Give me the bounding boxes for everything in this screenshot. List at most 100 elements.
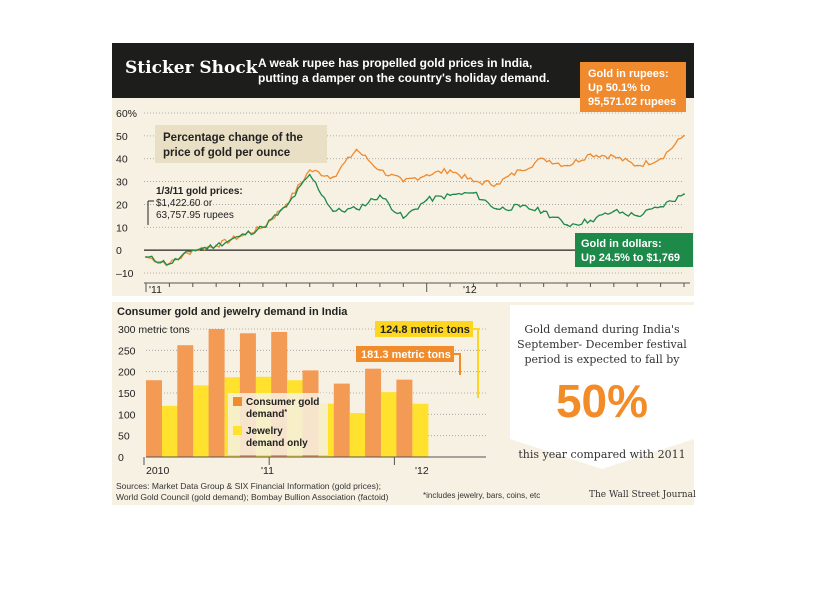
dollar-point	[215, 244, 218, 247]
rupee-point	[355, 148, 358, 151]
line-chart-x-axis: '11 '12	[144, 282, 690, 296]
factoid-line-1: Gold demand during India's	[524, 323, 680, 336]
legend-label-jewelry-2: demand only	[246, 438, 308, 449]
line-chart: 60% 50 40 30 20 10 0 –10 '11 '12 Percentage cha…	[116, 62, 693, 296]
callout-consumer-leader	[454, 353, 461, 375]
dollar-point	[566, 224, 568, 226]
y-tick-label: 10	[116, 222, 128, 234]
subtitle-line-2: putting a damper on the country's holida…	[258, 71, 550, 85]
legend-label-consumer-1: Consumer gold	[246, 397, 319, 408]
factoid-big-number: 50%	[556, 375, 648, 427]
bar-x-label-2010: 2010	[146, 465, 170, 477]
dollar-callout-line-1: Gold in dollars:	[581, 238, 662, 250]
dollar-point	[238, 235, 241, 238]
factoid-badge	[510, 305, 694, 469]
dollar-point	[495, 208, 498, 210]
rupee-point	[308, 169, 311, 172]
dollar-callout	[575, 233, 693, 267]
bar-x-label-2011: '11	[261, 465, 274, 477]
bar-jewelry	[349, 413, 366, 457]
rupee-point	[612, 155, 615, 158]
credit: The Wall Street Journal	[589, 490, 696, 500]
bar-chart: Consumer gold and jewelry demand in Indi…	[117, 306, 486, 477]
subtitle-line-1: A weak rupee has propelled gold prices i…	[258, 56, 533, 70]
rupee-point	[285, 203, 288, 206]
x-tick-label-2012: '12	[463, 284, 477, 296]
rupee-point	[566, 164, 568, 167]
legend-backdrop	[228, 393, 328, 455]
y-tick-label: 40	[116, 154, 128, 166]
bar-y-tick-label: 250	[118, 345, 136, 357]
rupee-point	[683, 134, 685, 137]
y-tick-label: 30	[116, 177, 128, 189]
dollar-point	[145, 256, 147, 258]
legend-swatch-consumer	[233, 397, 242, 406]
dollar-point	[308, 173, 311, 176]
line-chart-y-axis: 60% 50 40 30 20 10 0 –10	[116, 108, 137, 280]
rupee-point	[519, 169, 522, 172]
bar-consumer	[177, 345, 194, 457]
x-tick-label-2011: '11	[149, 284, 162, 296]
infographic: Sticker Shock A weak rupee has propelled…	[112, 43, 696, 505]
callout-jewelry-text: 124.8 metric tons	[380, 324, 470, 336]
bar-y-tick-label: 200	[118, 367, 136, 379]
bar-chart-title: Consumer gold and jewelry demand in Indi…	[117, 306, 348, 318]
dollar-point	[425, 198, 428, 201]
dollar-point	[683, 193, 685, 196]
chart-label-line-1: Percentage change of the	[163, 132, 303, 144]
section-divider	[112, 296, 694, 302]
rupee-point	[402, 180, 405, 183]
callout-jewelry-leader	[473, 328, 479, 398]
y-tick-label: 50	[116, 131, 128, 143]
legend-label-consumer-2: demand*	[246, 409, 287, 420]
bar-consumer	[146, 380, 162, 457]
rupee-point	[449, 169, 451, 172]
dollar-point	[332, 210, 335, 213]
footnote: *includes jewelry, bars, coins, etc	[423, 491, 541, 500]
bar-consumer	[333, 383, 350, 457]
dollar-point	[262, 226, 264, 229]
bar-y-tick-label: 300 metric tons	[118, 324, 190, 336]
rupee-callout-line-1: Gold in rupees:	[588, 68, 669, 80]
rupee-point	[542, 157, 545, 160]
dollar-point	[168, 262, 171, 265]
series-line-dollars	[146, 173, 685, 266]
dollar-point	[612, 210, 615, 213]
rupee-callout	[580, 62, 686, 112]
legend-swatch-jewelry	[233, 426, 242, 435]
base-price-line-2: $1,422.60 or	[156, 198, 213, 209]
factoid-line-4: this year compared with 2011	[518, 448, 685, 461]
y-tick-label: –10	[116, 268, 134, 280]
y-tick-label: 0	[116, 245, 122, 257]
bar-y-tick-label: 0	[118, 452, 124, 464]
sources-line-2: World Gold Council (gold demand); Bombay…	[116, 492, 389, 502]
chart-label-box	[155, 125, 327, 163]
bar-jewelry	[381, 392, 398, 457]
callout-jewelry-box	[375, 321, 473, 337]
bar-consumer	[365, 368, 382, 457]
rupee-point	[472, 180, 475, 183]
factoid-line-2: September- December festival	[517, 338, 687, 351]
dollar-points	[145, 173, 685, 265]
bar-x-label-2012: '12	[415, 465, 429, 477]
dollar-point	[402, 217, 405, 220]
callout-consumer-text: 181.3 metric tons	[361, 349, 451, 361]
dollar-point	[542, 210, 545, 213]
dollar-point	[191, 249, 194, 252]
dollar-point	[589, 219, 592, 222]
dollar-point	[519, 205, 522, 208]
base-price-line-1: 1/3/11 gold prices:	[156, 186, 243, 197]
bar-jewelry	[162, 405, 178, 457]
sources-line-1: Sources: Market Data Group & SIX Financi…	[116, 481, 382, 491]
bar-consumer	[396, 379, 413, 457]
legend-label-jewelry-1: Jewelry	[246, 426, 283, 437]
bar-jewelry	[412, 403, 429, 457]
rupee-callout-line-2: Up 50.1% to	[588, 82, 651, 94]
bar-y-tick-label: 50	[118, 431, 130, 443]
base-price-line-3: 63,757.95 rupees	[156, 210, 234, 221]
bar-y-tick-label: 150	[118, 388, 136, 400]
dollar-point	[379, 194, 381, 197]
dollar-point	[472, 192, 475, 194]
rupee-point	[495, 182, 498, 185]
factoid-panel: Gold demand during India's September- De…	[510, 305, 694, 469]
